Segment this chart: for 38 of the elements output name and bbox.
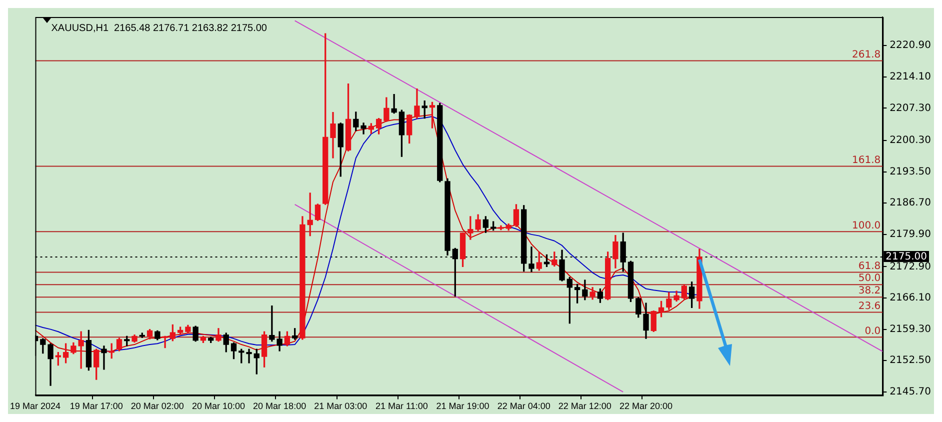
x-tick-label: 22 Mar 20:00 [619, 401, 673, 412]
x-tick-label: 21 Mar 11:00 [376, 401, 428, 412]
y-tick-label: 2186.70 [890, 198, 932, 209]
y-tick-label: 2193.50 [890, 166, 932, 178]
x-tick-label: 21 Mar 19:00 [436, 401, 490, 412]
x-tick-label: 20 Mar 10:00 [192, 401, 246, 412]
annotation: 100.0 [852, 220, 881, 232]
candlestick [391, 94, 397, 114]
x-tick-label: 21 Mar 03:00 [314, 401, 368, 412]
y-tick-label: 2179.90 [890, 229, 932, 240]
annotation: 61.8 [858, 260, 881, 272]
annotation: 50.0 [858, 273, 881, 284]
annotation: 161.8 [852, 154, 881, 166]
x-tick-label: 22 Mar 04:00 [497, 401, 550, 412]
y-tick-label: 2220.90 [890, 40, 932, 52]
annotation: 38.2 [858, 286, 881, 297]
y-tick-label: 2172.90 [890, 261, 932, 272]
candlestick [246, 348, 252, 364]
x-tick-label: 22 Mar 12:00 [558, 401, 612, 412]
y-tick-label: 2145.70 [890, 386, 932, 398]
x-tick-label: 19 Mar 2024 [10, 401, 61, 412]
y-tick-label: 2207.30 [890, 102, 932, 114]
annotation: 0.0 [864, 326, 881, 337]
x-tick-label: 20 Mar 02:00 [130, 401, 184, 412]
candlestick [101, 346, 107, 370]
y-tick-label: 2214.10 [890, 71, 932, 82]
y-tick-label: 2152.50 [890, 355, 932, 366]
candlestick [528, 246, 534, 272]
x-tick-label: 20 Mar 18:00 [253, 401, 306, 412]
annotation: 23.6 [858, 300, 881, 312]
y-tick-label: 2200.30 [890, 135, 932, 146]
text: XAUUSD,H1 2165.48 2176.71 2163.82 2175.00 [51, 22, 268, 34]
x-tick-label: 19 Mar 17:00 [70, 401, 123, 412]
ref-line-label: 2175.00 [886, 252, 928, 263]
candlestick [162, 336, 168, 348]
y-tick-label: 2166.10 [890, 292, 932, 304]
y-tick-label: 2159.30 [890, 324, 932, 335]
annotation: 261.8 [852, 49, 881, 60]
